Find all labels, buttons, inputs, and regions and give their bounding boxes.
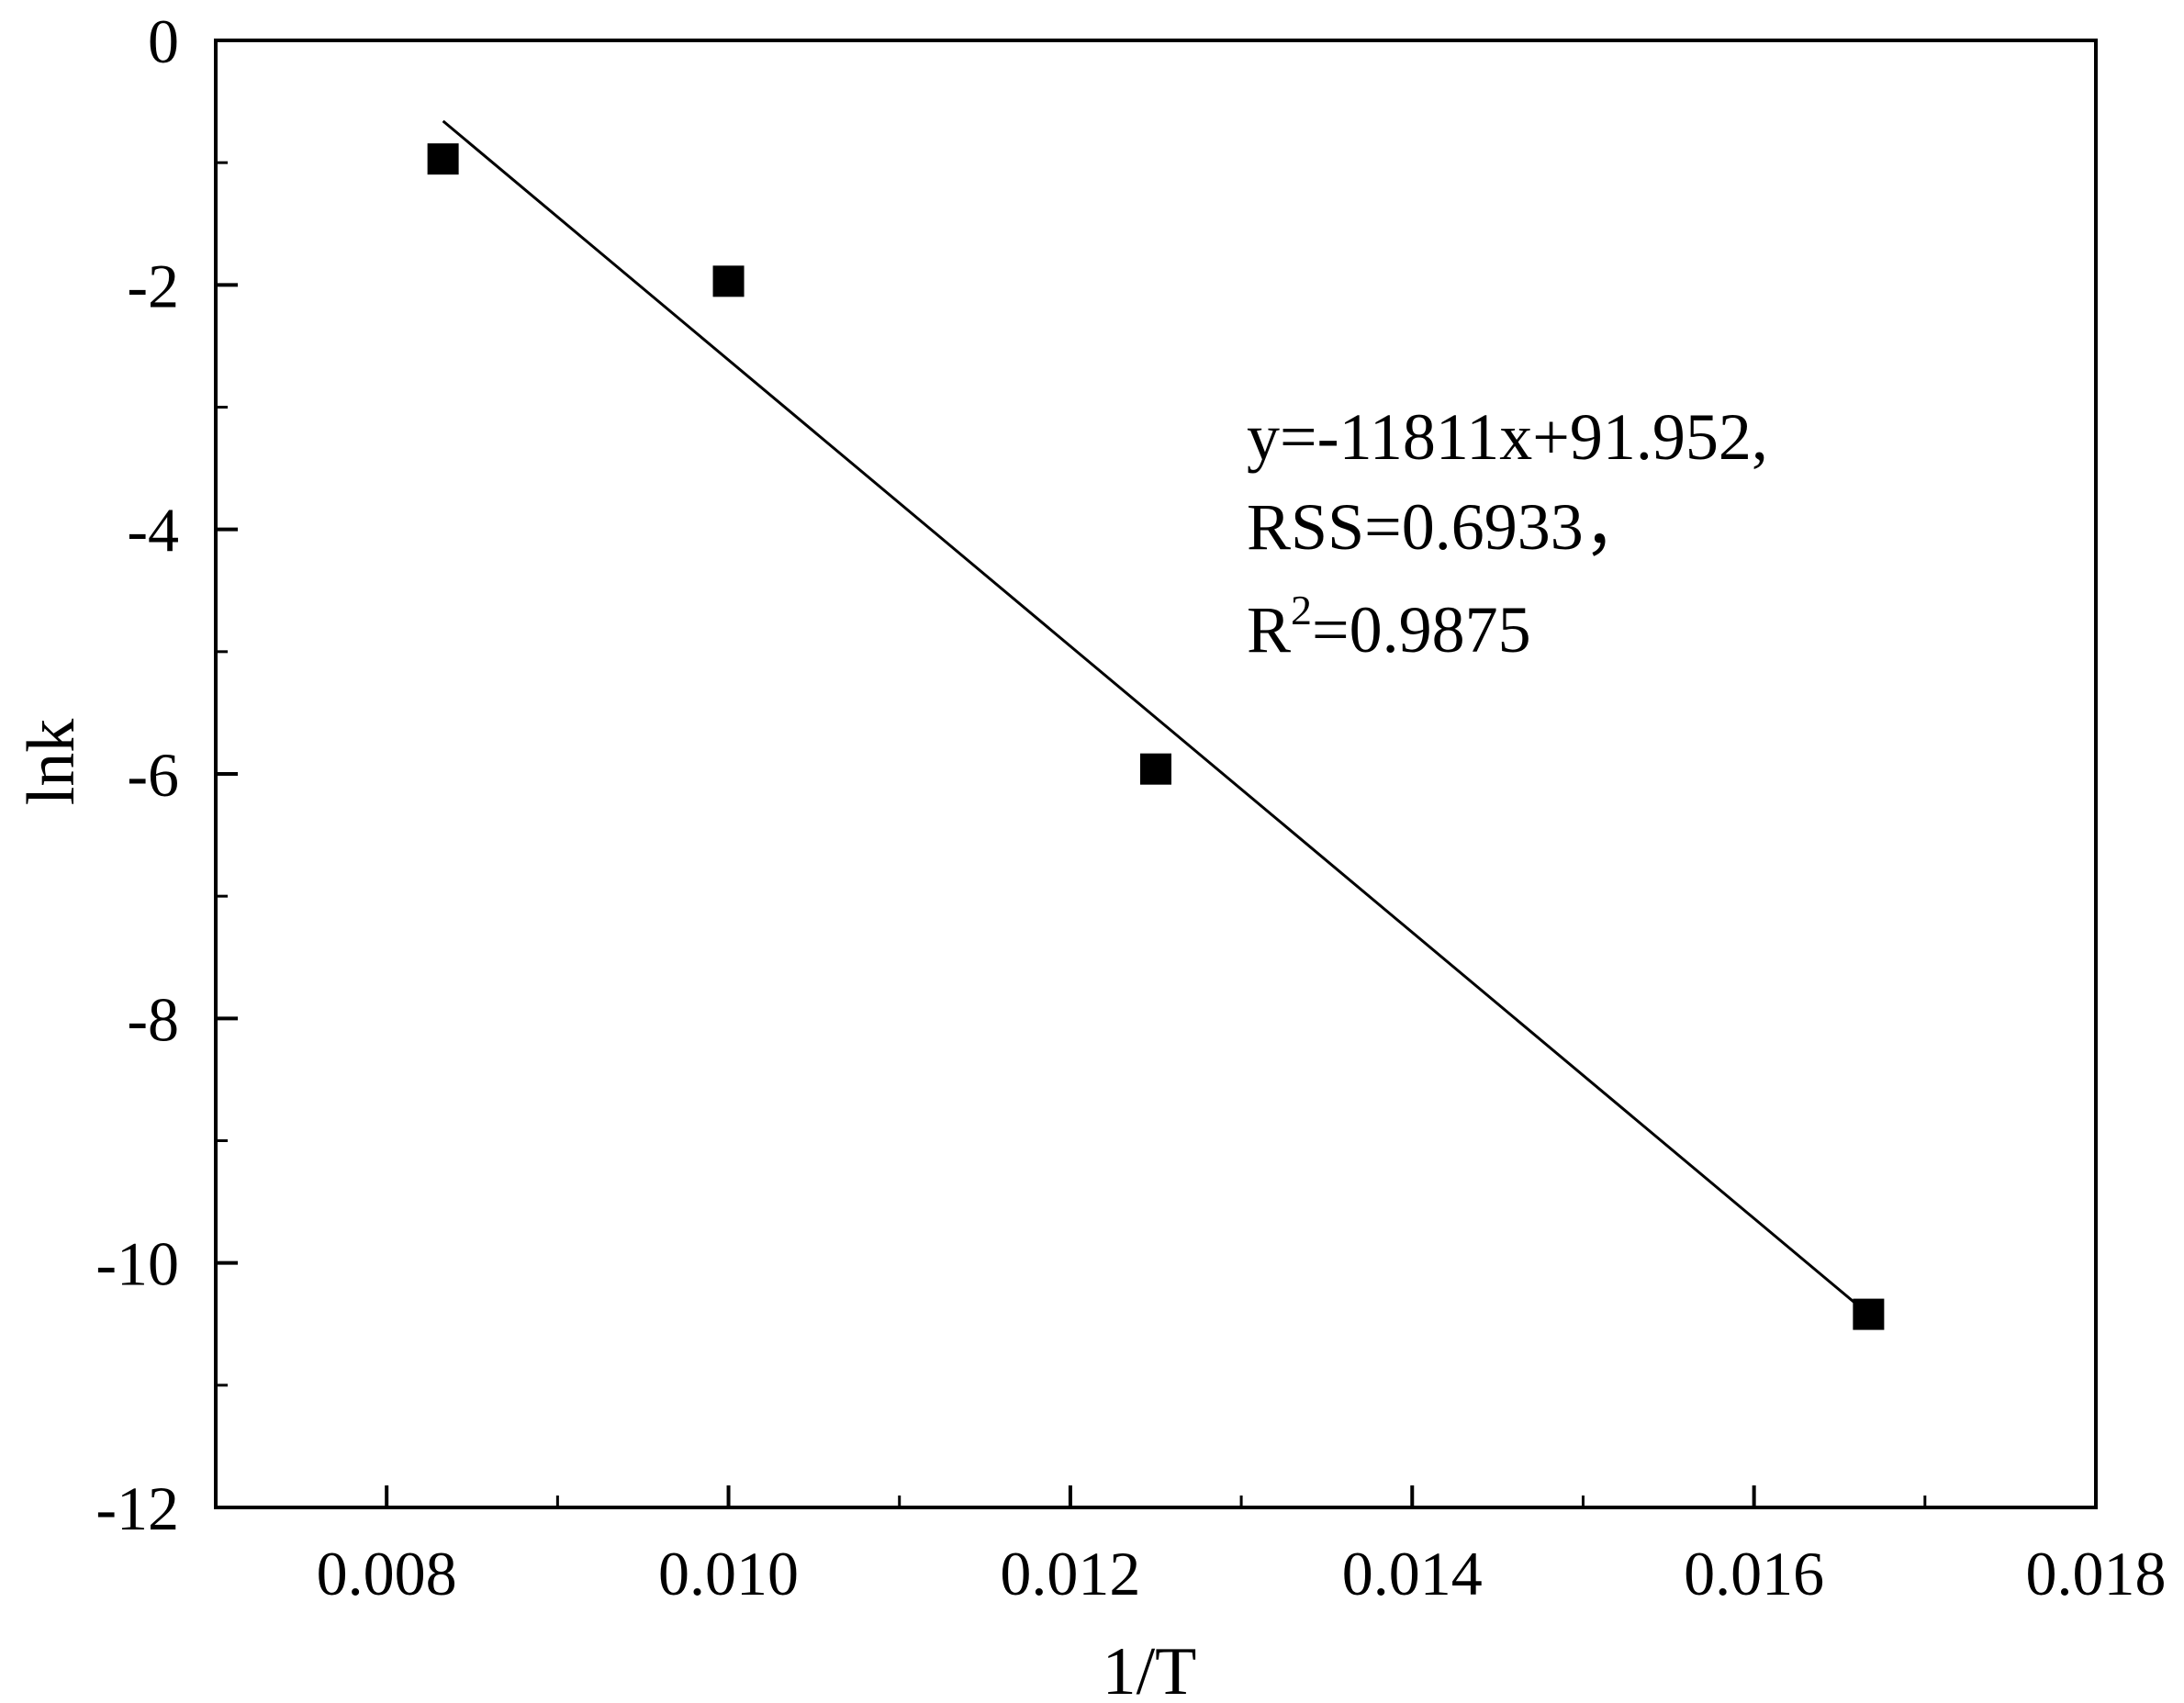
annotation-r-letter: R: [1247, 593, 1291, 667]
data-point: [1853, 1298, 1885, 1330]
y-axis-ticks: [216, 39, 238, 1509]
annotation-rss: RSS=0.6933，: [1247, 490, 1650, 564]
data-point: [712, 265, 745, 297]
annotation-r-squared: R2=0.9875: [1247, 587, 1531, 667]
x-tick-label: 0.012: [1000, 1539, 1140, 1608]
y-tick-label: -12: [95, 1473, 179, 1543]
fit-line-group: [442, 119, 1870, 1316]
x-axis-ticks: [385, 1485, 2098, 1507]
x-tick-label: 0.010: [658, 1539, 799, 1608]
y-tick-label: -6: [127, 740, 179, 810]
y-tick-label: -2: [127, 251, 179, 320]
fit-line: [442, 119, 1870, 1316]
annotation-r-superscript: 2: [1291, 587, 1312, 633]
data-point: [427, 143, 459, 175]
x-axis-tick-labels: 0.008 0.010 0.012 0.014 0.016 0.018: [317, 1539, 2167, 1608]
x-axis-title: 1/T: [1103, 1634, 1197, 1703]
annotation-r-value: =0.9875: [1312, 593, 1531, 667]
data-point: [1140, 753, 1171, 785]
x-tick-label: 0.014: [1342, 1539, 1483, 1608]
y-tick-label: -8: [127, 984, 179, 1054]
x-tick-label: 0.008: [317, 1539, 457, 1608]
x-tick-label: 0.018: [2026, 1539, 2167, 1608]
annotation-equation: y=-11811x+91.952,: [1247, 400, 1768, 474]
y-axis-title: lnk: [14, 719, 89, 806]
y-tick-label: 0: [148, 6, 179, 76]
y-tick-label: -4: [127, 496, 179, 566]
y-tick-label: -10: [95, 1229, 179, 1299]
data-points: [427, 143, 1885, 1330]
fit-annotation: y=-11811x+91.952, RSS=0.6933， R2=0.9875: [1247, 400, 1768, 667]
y-axis-tick-labels: 0 -2 -4 -6 -8 -10 -12: [95, 6, 179, 1543]
x-tick-label: 0.016: [1684, 1539, 1824, 1608]
